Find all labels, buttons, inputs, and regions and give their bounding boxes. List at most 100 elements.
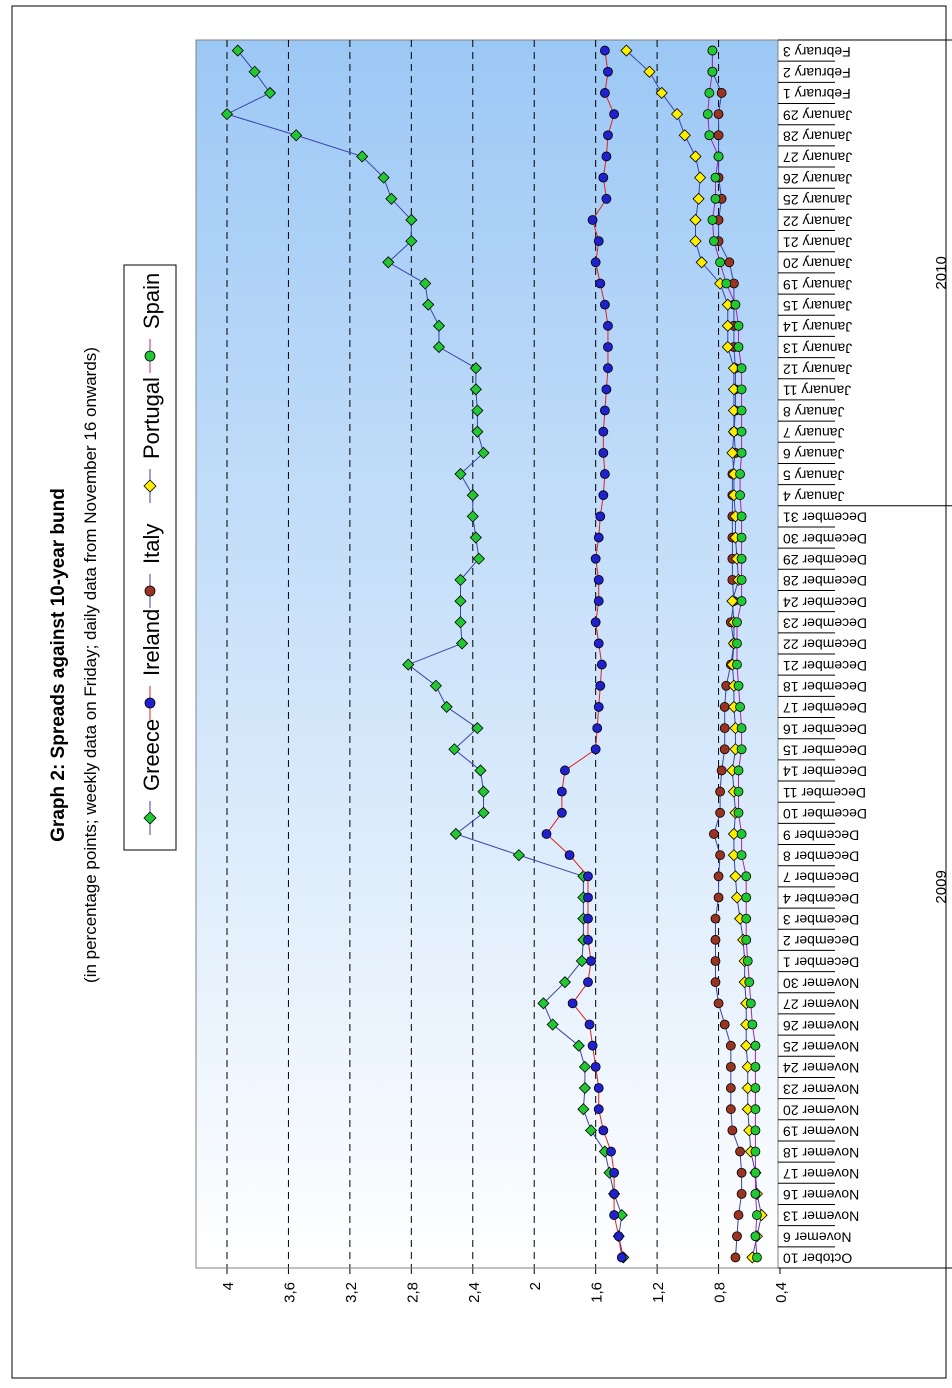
data-point (477, 785, 490, 798)
data-point (587, 215, 598, 225)
legend-entry-spain: Spain (139, 273, 164, 373)
data-point (725, 1104, 736, 1115)
category-label: December 1 (783, 954, 859, 970)
data-point (593, 1083, 604, 1093)
data-point (537, 997, 550, 1010)
category-label: January 26 (783, 171, 852, 187)
data-point (715, 807, 725, 818)
category-label: January 4 (783, 489, 845, 505)
data-point (724, 257, 735, 268)
legend: Greece Ireland Italy Portugal Spain (123, 264, 177, 851)
data-point (402, 658, 415, 671)
data-point (715, 850, 725, 861)
category-label: December 31 (783, 510, 867, 526)
data-point (432, 319, 446, 332)
data-point (750, 1188, 761, 1199)
category-label: February 2 (783, 65, 851, 81)
legend-entry-ireland: Ireland (139, 609, 164, 720)
data-point (512, 849, 525, 862)
data-point (609, 109, 619, 120)
data-point (601, 384, 612, 395)
data-point (598, 490, 609, 501)
category-label: Novemer 24 (783, 1060, 859, 1076)
data-point (732, 1231, 742, 1242)
data-point (741, 892, 752, 903)
legend-label: Italy (139, 524, 164, 564)
data-point (466, 489, 479, 502)
data-point (590, 617, 601, 628)
category-label: January 22 (783, 213, 852, 229)
data-point (599, 45, 610, 56)
data-point (725, 1083, 736, 1093)
data-point (143, 479, 157, 493)
data-point (429, 679, 442, 692)
data-point (710, 934, 721, 945)
value-tick-label: 3,2 (343, 1282, 360, 1303)
data-point (290, 129, 303, 142)
data-point (707, 66, 718, 77)
data-point (710, 172, 721, 183)
category-label: December 22 (783, 637, 867, 653)
category-label: December 23 (783, 616, 867, 632)
category-label: October 10 (783, 1251, 852, 1267)
category-label: December 4 (783, 891, 859, 907)
category-label: January 29 (783, 107, 852, 123)
plot-area (195, 39, 779, 1269)
data-point (719, 723, 730, 734)
data-point (736, 829, 747, 839)
data-point (671, 108, 684, 121)
data-point (263, 86, 277, 99)
data-point (736, 363, 747, 374)
data-point (593, 596, 604, 606)
category-label: Novemer 6 (783, 1230, 852, 1246)
data-point (471, 404, 484, 417)
data-point (727, 1125, 738, 1136)
data-point (590, 744, 601, 755)
data-point (736, 850, 747, 861)
category-label: December 14 (783, 764, 867, 780)
data-point (144, 697, 156, 709)
value-tick-label: 0,8 (712, 1282, 729, 1303)
series-line (545, 50, 623, 1258)
data-point (454, 467, 467, 481)
data-point (598, 172, 609, 183)
data-point (710, 913, 721, 924)
data-point (455, 637, 469, 650)
category-label: December 2 (783, 933, 859, 949)
category-label: December 24 (783, 594, 867, 610)
series-line (626, 50, 763, 1258)
data-point (590, 257, 601, 268)
data-point (469, 383, 482, 396)
data-point (713, 998, 724, 1009)
data-point (558, 976, 572, 989)
data-point (599, 299, 610, 310)
data-point (726, 595, 739, 608)
data-point (736, 596, 747, 606)
data-point (449, 827, 462, 841)
data-point (729, 870, 742, 883)
data-point (469, 362, 482, 375)
data-point (593, 532, 604, 543)
data-point (620, 44, 633, 57)
data-point (713, 109, 724, 120)
data-point (747, 1019, 758, 1030)
data-point (377, 171, 390, 184)
data-point (725, 1040, 736, 1051)
data-point (556, 786, 567, 797)
data-point (735, 702, 745, 712)
data-point (704, 88, 715, 98)
data-point (733, 807, 744, 818)
data-point (454, 616, 467, 629)
category-label: Novemer 16 (783, 1187, 859, 1203)
data-point (730, 1252, 741, 1263)
data-point (575, 954, 588, 968)
data-point (736, 553, 747, 564)
data-point (593, 236, 604, 247)
category-label: Novemer 19 (783, 1124, 859, 1140)
data-point (609, 1210, 619, 1220)
data-point (736, 405, 747, 416)
data-point (471, 722, 484, 735)
data-point (730, 299, 741, 310)
data-point (744, 977, 755, 988)
